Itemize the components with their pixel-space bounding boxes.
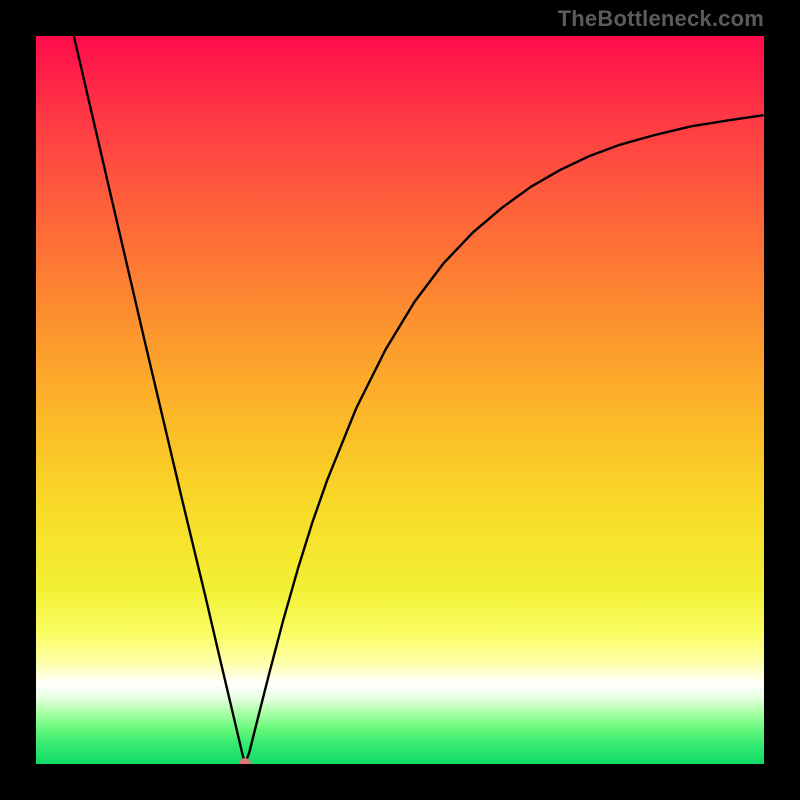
bottleneck-curve (74, 36, 763, 764)
minimum-marker (239, 758, 251, 764)
figure-frame: TheBottleneck.com (0, 0, 800, 800)
watermark-text: TheBottleneck.com (558, 6, 764, 32)
curve-layer (36, 36, 764, 764)
plot-area (36, 36, 764, 764)
